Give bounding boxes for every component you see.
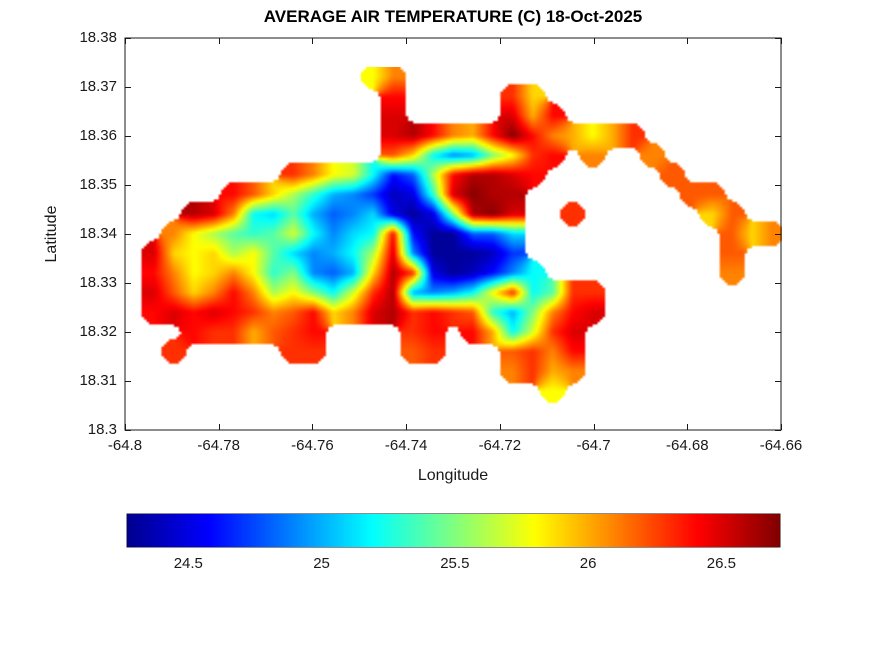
- x-axis-label: Longitude: [417, 467, 489, 484]
- temperature-heatmap: [124, 67, 782, 421]
- y-axis-label: Latitude: [43, 205, 60, 263]
- x-tick-label: -64.8: [107, 437, 143, 454]
- y-tick-label: 18.31: [79, 372, 117, 389]
- y-tick-label: 18.38: [79, 29, 117, 46]
- y-tick-label: 18.33: [79, 274, 117, 291]
- y-tick-label: 18.3: [87, 421, 117, 438]
- y-tick-label: 18.32: [79, 323, 117, 340]
- colorbar-tick-label: 25: [313, 555, 330, 572]
- x-tick-label: -64.68: [666, 437, 709, 454]
- colorbar-gradient: [127, 514, 780, 547]
- y-tick-label: 18.35: [79, 176, 117, 193]
- colorbar-tick-label: 25.5: [440, 555, 470, 572]
- y-tick-label: 18.37: [79, 78, 117, 95]
- x-tick-label: -64.76: [291, 437, 334, 454]
- x-tick-label: -64.7: [576, 437, 611, 454]
- x-tick-label: -64.66: [759, 437, 803, 454]
- colorbar-tick-label: 24.5: [173, 555, 203, 572]
- y-tick-label: 18.36: [79, 127, 117, 144]
- x-tick-label: -64.74: [384, 437, 428, 454]
- y-tick-label: 18.34: [79, 225, 117, 242]
- x-tick-label: -64.78: [197, 437, 240, 454]
- plot-title: AVERAGE AIR TEMPERATURE (C) 18-Oct-2025: [263, 7, 643, 26]
- colorbar-tick-label: 26.5: [706, 555, 736, 572]
- x-tick-label: -64.72: [478, 437, 522, 454]
- colorbar-tick-label: 26: [579, 555, 597, 572]
